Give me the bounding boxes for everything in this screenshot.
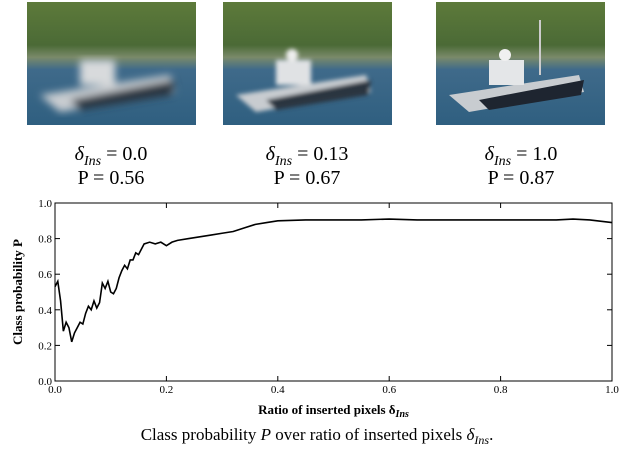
x-tick-label: 0.2: [160, 384, 174, 396]
y-tick-label: 0.8: [38, 234, 52, 246]
x-axis-label-main: Ratio of inserted pixels δ: [258, 402, 396, 417]
probability-label: P = 0.56: [78, 167, 145, 189]
y-tick-label: 0.6: [38, 269, 52, 281]
y-tick-label: 0.4: [38, 305, 52, 317]
x-tick-label: 1.0: [605, 384, 619, 396]
caption-part: over ratio of inserted pixels: [271, 425, 466, 444]
delta-value: = 0.13: [292, 143, 348, 165]
x-axis-label-sub: Ins: [395, 409, 409, 420]
delta-sub: Ins: [274, 154, 293, 169]
image-2: [223, 2, 392, 125]
delta-label: δIns = 0.0: [75, 143, 148, 169]
image-3: [436, 2, 605, 125]
caption-part: Ins: [473, 433, 489, 447]
caption-part: Class probability: [141, 425, 261, 444]
line: [54, 218, 613, 343]
image-1: [27, 2, 196, 125]
probability-label: P = 0.87: [488, 167, 555, 189]
delta-label: δIns = 0.13: [266, 143, 349, 169]
y-tick-label: 0.2: [38, 340, 52, 352]
y-axis-label: Class probability P: [10, 239, 25, 345]
delta-value: = 0.0: [101, 143, 147, 165]
probability-label: P = 0.67: [274, 167, 341, 189]
y-tick-label: 1.0: [38, 198, 52, 210]
delta-symbol: δ: [75, 143, 85, 165]
plot-frame: [54, 202, 613, 382]
x-tick-label: 0.4: [271, 384, 285, 396]
caption-part: P: [260, 425, 271, 444]
delta-symbol: δ: [485, 143, 495, 165]
delta-sub: Ins: [83, 154, 102, 169]
caption-part: .: [489, 425, 493, 444]
caption: Class probability P over ratio of insert…: [141, 425, 494, 447]
x-axis-label: Ratio of inserted pixels δIns: [258, 402, 409, 420]
x-tick-label: 0.6: [382, 384, 396, 396]
x-tick-label: 0.0: [48, 384, 62, 396]
x-tick-label: 0.8: [494, 384, 508, 396]
delta-symbol: δ: [266, 143, 276, 165]
delta-label: δIns = 1.0: [485, 143, 558, 169]
delta-value: = 1.0: [511, 143, 557, 165]
y-tick-label: 0.0: [38, 376, 52, 388]
caption-part: δ: [466, 425, 475, 444]
delta-sub: Ins: [493, 154, 512, 169]
